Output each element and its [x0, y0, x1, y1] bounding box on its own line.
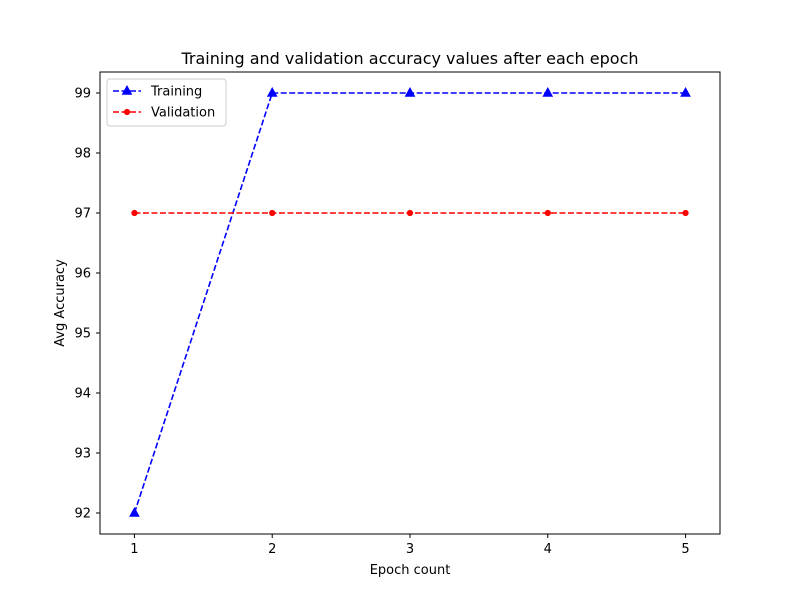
validation-point [406, 209, 414, 217]
training-series [129, 86, 691, 517]
legend-box [106, 78, 227, 127]
legend-marker-validation [123, 108, 131, 116]
y-axis-label: Avg Accuracy [53, 259, 68, 347]
y-tick-label: 98 [74, 147, 91, 162]
legend-entry-validation: Validation [113, 106, 215, 121]
y-tick-label: 97 [74, 207, 91, 222]
validation-point [131, 209, 138, 217]
y-axis: 92 93 94 95 96 97 98 99 [74, 87, 100, 522]
legend-marker-training [121, 84, 133, 95]
x-axis: 1 2 3 4 5 [130, 534, 690, 557]
y-tick-label: 96 [74, 267, 91, 282]
training-point [680, 86, 691, 97]
y-tick-label: 99 [74, 87, 91, 102]
x-axis-label: Epoch count [370, 563, 451, 578]
training-point [542, 86, 554, 97]
x-tick-label: 1 [130, 542, 138, 557]
plot-area [129, 86, 691, 517]
training-point [404, 86, 416, 97]
training-point [266, 86, 278, 97]
y-tick-label: 95 [74, 327, 91, 342]
y-tick-label: 93 [74, 447, 91, 462]
x-tick-label: 4 [544, 542, 552, 557]
validation-point [682, 209, 689, 217]
validation-series [131, 209, 689, 217]
training-point [129, 506, 140, 517]
x-tick-label: 2 [268, 542, 276, 557]
validation-point [269, 209, 276, 217]
legend-entry-training: Training [113, 85, 202, 100]
legend-label-training: Training [150, 85, 202, 100]
chart-title: Training and validation accuracy values … [181, 49, 639, 68]
y-tick-label: 92 [74, 507, 91, 522]
x-tick-label: 5 [681, 542, 689, 557]
y-tick-label: 94 [74, 387, 91, 402]
legend-label-validation: Validation [151, 106, 215, 121]
x-tick-label: 3 [406, 542, 414, 557]
legend: Training Validation [106, 78, 227, 127]
validation-point [544, 209, 551, 217]
